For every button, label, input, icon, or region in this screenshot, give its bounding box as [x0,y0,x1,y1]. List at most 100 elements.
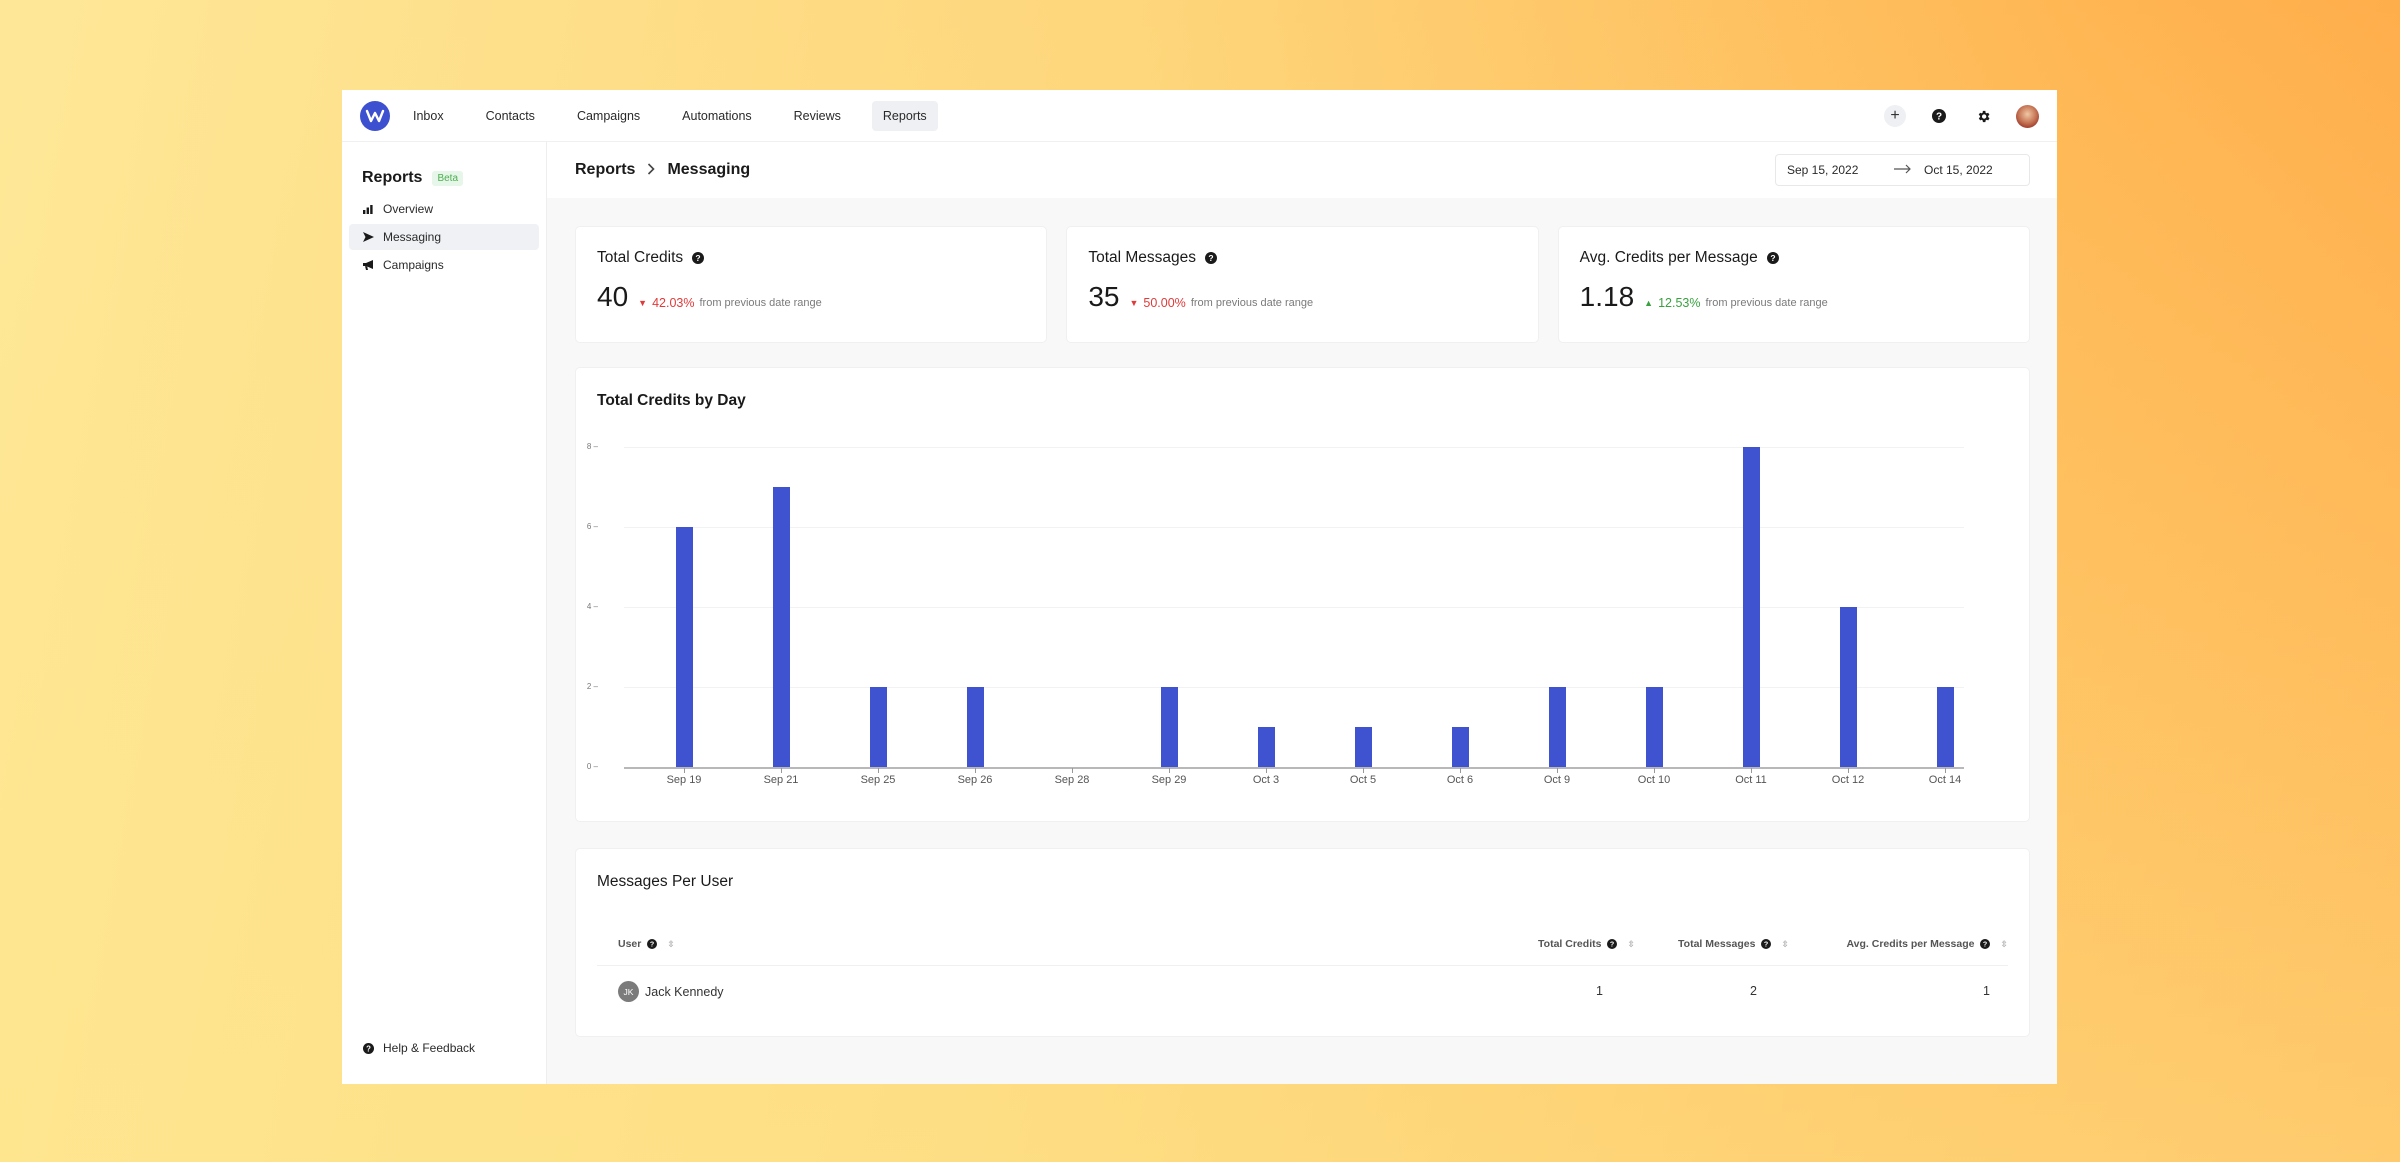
nav-item-inbox[interactable]: Inbox [413,108,444,123]
sort-icon[interactable]: ⇳ [667,938,675,949]
date-from[interactable]: Sep 15, 2022 [1787,163,1859,177]
x-tick-label: Oct 5 [1349,774,1377,786]
stat-card: Avg. Credits per Message? 1.18 ▲ 12.53% from… [1557,226,2030,343]
x-tick-label: Sep 26 [957,774,993,786]
svg-text:?: ? [696,253,701,263]
bar[interactable] [1645,687,1663,767]
breadcrumb-messaging: Messaging [667,161,751,178]
help-feedback-label: Help & Feedback [383,1041,476,1055]
delta-percent: 42.03% [652,296,695,310]
x-tick [1266,768,1267,773]
x-tick-label: Oct 10 [1637,774,1671,786]
x-tick-label: Sep 29 [1151,774,1187,786]
sort-icon[interactable]: ⇳ [1781,938,1789,949]
bar[interactable] [966,687,984,767]
arrow-right-icon [1894,161,1912,179]
column-label: Total Messages [1678,938,1756,950]
sort-icon[interactable]: ⇳ [1627,938,1635,949]
y-tick-label: 4 – [586,602,598,611]
column-header-total-credits[interactable]: Total Credits ? ⇳ [1538,938,1635,950]
avg-credits-cell: 1 [1983,984,1990,998]
bar[interactable] [1160,687,1178,767]
bar[interactable] [1451,727,1469,767]
app-window: Inbox Contacts Campaigns Automations Reviews… [342,90,2057,1084]
date-to[interactable]: Oct 15, 2022 [1924,163,1993,177]
help-icon[interactable]: ? [1607,939,1618,949]
sidebar-item-campaigns[interactable]: Campaigns [349,252,539,278]
bar[interactable] [1548,687,1566,767]
help-icon[interactable]: ? [1761,939,1772,949]
user-avatar[interactable] [2016,104,2039,128]
plus-icon[interactable]: + [1884,105,1906,127]
bar[interactable] [675,527,693,767]
x-tick [1945,768,1946,773]
x-tick-label: Sep 28 [1054,774,1090,786]
bar[interactable] [869,687,887,767]
user-initials-avatar: JK [618,981,639,1002]
svg-text:?: ? [1208,253,1213,263]
sidebar-item-overview[interactable]: Overview [349,196,539,222]
help-icon[interactable]: ? [647,939,658,949]
sidebar-item-messaging[interactable]: Messaging [349,224,539,250]
help-icon[interactable]: ? [1766,252,1779,264]
column-label: Total Credits [1538,938,1602,950]
nav-item-contacts[interactable]: Contacts [485,108,535,123]
stat-row: 1.18 ▲ 12.53% from previous date range [1580,281,2008,313]
triangle-up-icon: ▲ [1644,298,1654,308]
x-tick-label: Oct 14 [1928,774,1962,786]
x-tick [1751,768,1752,773]
breadcrumb-reports[interactable]: Reports [575,161,636,178]
stat-delta: ▼ 50.00% [1129,296,1185,310]
help-icon[interactable]: ? [1980,939,1991,949]
svg-text:?: ? [650,941,654,949]
sidebar-list: Overview Messaging Campaigns [342,196,546,278]
bar[interactable] [1742,447,1760,767]
brand-logo-icon[interactable] [360,100,390,131]
nav-item-campaigns[interactable]: Campaigns [576,108,641,123]
stat-title-label: Total Messages [1088,249,1197,266]
y-tick-label: 2 – [586,682,598,691]
help-icon[interactable]: ? [692,252,705,264]
bar[interactable] [1354,727,1372,767]
y-tick-label: 8 – [586,442,598,451]
stat-delta: ▼ 42.03% [638,296,694,310]
bar[interactable] [1936,687,1954,767]
svg-text:?: ? [1610,941,1614,949]
sidebar-title: Reports [362,169,423,186]
x-tick-label: Oct 9 [1543,774,1571,786]
bar[interactable] [1257,727,1275,767]
gridline [624,527,1964,528]
nav-item-reviews[interactable]: Reviews [793,108,841,123]
x-tick-label: Oct 6 [1446,774,1474,786]
nav-right: + ? [1884,90,2039,142]
x-tick [878,768,879,773]
x-tick [1460,768,1461,773]
column-header-avg-credits[interactable]: Avg. Credits per Message ? ⇳ [1846,938,2008,950]
x-tick [1848,768,1849,773]
x-tick [684,768,685,773]
chart-card: Total Credits by Day 0 – 2 – 4 – 6 – 8 – Sep … [575,367,2030,822]
sort-icon[interactable]: ⇳ [2000,938,2008,949]
help-feedback-link[interactable]: ? Help & Feedback [362,1041,475,1055]
gear-icon[interactable] [1972,105,1994,127]
column-label: Avg. Credits per Message [1846,938,1975,950]
bar-chart-icon [362,204,374,214]
help-icon[interactable]: ? [1205,252,1218,264]
help-icon[interactable]: ? [1928,105,1950,127]
delta-note: from previous date range [1190,297,1314,309]
chart-title: Total Credits by Day [597,392,746,409]
x-tick-label: Sep 21 [763,774,799,786]
gridline [624,607,1964,608]
user-cell: JK Jack Kennedy [618,981,724,1002]
x-axis [624,767,1964,769]
table-row[interactable]: JK Jack Kennedy 1 2 1 [597,967,2008,1017]
column-header-total-messages[interactable]: Total Messages ? ⇳ [1678,938,1789,950]
bar[interactable] [1839,607,1857,767]
gridline [624,447,1964,448]
date-range-picker[interactable]: Sep 15, 2022 Oct 15, 2022 [1775,154,2030,186]
nav-item-automations[interactable]: Automations [682,108,752,123]
nav-item-reports[interactable]: Reports [871,100,938,131]
table-title: Messages Per User [597,873,734,890]
bar[interactable] [772,487,790,767]
column-header-user[interactable]: User ? ⇳ [618,938,675,950]
